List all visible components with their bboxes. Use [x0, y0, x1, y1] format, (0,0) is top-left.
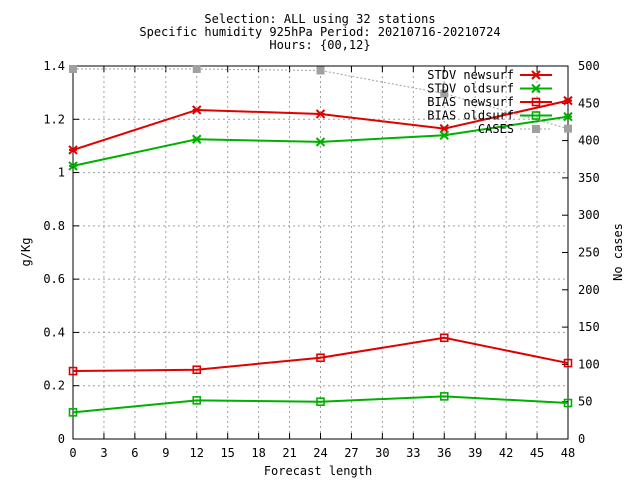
y-axis-label: g/Kg [19, 238, 33, 267]
data-point-bias-newsurf [192, 365, 202, 375]
x-tick-label: 48 [561, 446, 575, 460]
x-tick-label: 45 [530, 446, 544, 460]
x-tick-label: 27 [344, 446, 358, 460]
y2-tick-label: 50 [578, 395, 592, 409]
y2-tick-label: 200 [578, 283, 600, 297]
data-point-stdv-oldsurf [68, 161, 78, 171]
y2-tick-label: 350 [578, 171, 600, 185]
data-point-stdv-oldsurf [315, 137, 326, 147]
data-point-bias-oldsurf [68, 408, 78, 417]
x-tick-label: 0 [69, 446, 76, 460]
legend-label: STDV oldsurf [427, 82, 514, 96]
data-point-stdv-newsurf [563, 95, 573, 106]
y-tick-label: 0.6 [43, 272, 65, 286]
legend-entry-stdv-oldsurf: STDV oldsurf [427, 82, 552, 96]
series-line-bias-newsurf [72, 336, 569, 373]
x-tick-label: 6 [131, 446, 138, 460]
data-point-stdv-newsurf [192, 105, 202, 115]
chart-title-line-2: Specific humidity 925hPa Period: 2021071… [139, 25, 500, 39]
series-bias-newsurf [68, 333, 573, 376]
data-point-cases [440, 89, 449, 98]
chart-title-line-1: Selection: ALL using 32 stations [204, 12, 435, 26]
x-tick-label: 18 [251, 446, 265, 460]
series-bias-oldsurf [68, 392, 573, 417]
legend-label: BIAS oldsurf [427, 109, 514, 123]
legend-swatch-marker [531, 70, 541, 80]
x-axis-label: Forecast length [264, 464, 372, 478]
x-tick-label: 42 [499, 446, 513, 460]
x-tick-label: 39 [468, 446, 482, 460]
data-point-bias-oldsurf [439, 392, 449, 401]
legend-label: STDV newsurf [427, 68, 514, 82]
legend-swatch-marker [531, 97, 541, 107]
y-tick-label: 1.2 [43, 112, 65, 126]
x-tick-label: 15 [220, 446, 234, 460]
data-point-bias-newsurf [563, 358, 573, 368]
y2-axis-label: No cases [611, 223, 625, 281]
data-point-cases [192, 64, 201, 73]
data-point-bias-newsurf [68, 366, 78, 376]
y2-tick-label: 0 [578, 432, 585, 446]
data-point-stdv-oldsurf [192, 134, 202, 144]
series-stdv-oldsurf [68, 111, 573, 171]
y2-tick-label: 100 [578, 357, 600, 371]
legend-swatch-marker [531, 83, 541, 94]
legend-entry-cases: CASES [478, 122, 552, 136]
tick-labels: 0 3 6 9 12 15 18 21 24 27 30 33 36 39 42 45 4800.20.40.6… [43, 59, 599, 460]
x-tick-label: 24 [313, 446, 327, 460]
y2-tick-label: 500 [578, 59, 600, 73]
legend-swatch-marker [532, 125, 540, 133]
x-tick-label: 21 [282, 446, 296, 460]
x-tick-label: 3 [100, 446, 107, 460]
data-point-bias-oldsurf [563, 398, 573, 408]
series-line-bias-oldsurf [72, 395, 569, 414]
series-line-cases [73, 68, 569, 130]
data-point-stdv-oldsurf [439, 130, 449, 140]
y2-tick-label: 400 [578, 134, 600, 148]
y-tick-label: 0 [58, 432, 65, 446]
y2-tick-label: 150 [578, 320, 600, 334]
data-point-stdv-oldsurf [563, 111, 573, 122]
data-point-bias-newsurf [439, 333, 449, 343]
plot-frame [72, 65, 569, 440]
legend-entry-bias-oldsurf: BIAS oldsurf [427, 109, 552, 123]
y-tick-label: 1 [58, 166, 65, 180]
data-point-cases [316, 66, 325, 75]
x-tick-label: 9 [162, 446, 169, 460]
plot-area [68, 64, 573, 417]
y2-tick-label: 450 [578, 96, 600, 110]
data-point-bias-oldsurf [192, 396, 202, 405]
data-point-bias-newsurf [316, 353, 325, 363]
y-tick-label: 1.4 [43, 59, 65, 73]
y2-tick-label: 300 [578, 208, 600, 222]
series-cases [69, 64, 572, 133]
x-tick-label: 12 [190, 446, 204, 460]
chart-title-line-3: Hours: {00,12} [269, 38, 370, 52]
grid [73, 66, 568, 439]
legend-entry-bias-newsurf: BIAS newsurf [427, 95, 552, 109]
data-point-bias-oldsurf [316, 397, 325, 407]
legend-label: BIAS newsurf [427, 95, 514, 109]
x-tick-label: 33 [406, 446, 420, 460]
legend-label: CASES [478, 122, 514, 136]
legend-entry-stdv-newsurf: STDV newsurf [427, 68, 552, 82]
y2-tick-label: 250 [578, 246, 600, 260]
data-point-stdv-newsurf [315, 109, 326, 119]
series-stdv-newsurf [68, 95, 573, 155]
data-point-cases [564, 124, 572, 133]
data-point-cases [69, 64, 77, 73]
data-point-stdv-newsurf [68, 145, 78, 155]
y-tick-label: 0.8 [43, 219, 65, 233]
legend-swatch-marker [531, 111, 541, 120]
x-tick-label: 36 [437, 446, 451, 460]
y-tick-label: 0.2 [43, 379, 65, 393]
y-tick-label: 0.4 [43, 325, 65, 339]
x-tick-label: 30 [375, 446, 389, 460]
